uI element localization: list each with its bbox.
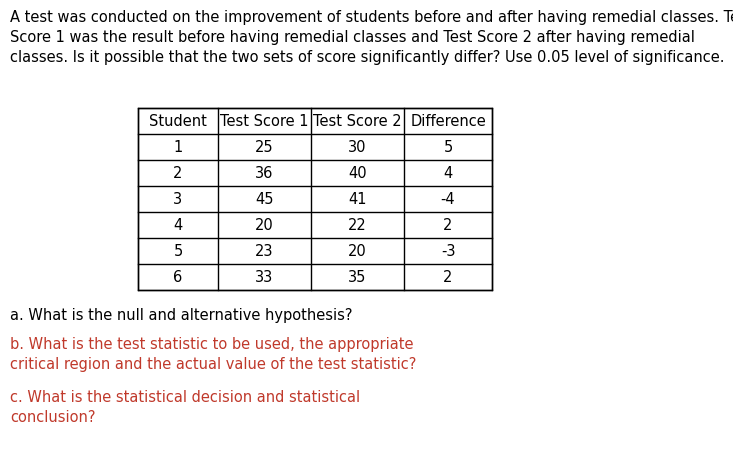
Text: 3: 3	[174, 192, 183, 207]
Text: 1: 1	[174, 140, 183, 154]
Text: 22: 22	[348, 217, 367, 233]
Text: Test Score 2: Test Score 2	[313, 113, 402, 129]
Text: 25: 25	[255, 140, 274, 154]
Text: c. What is the statistical decision and statistical
conclusion?: c. What is the statistical decision and …	[10, 390, 360, 425]
Text: 40: 40	[348, 166, 366, 180]
Text: 5: 5	[174, 243, 183, 258]
Text: 2: 2	[443, 217, 453, 233]
Text: Test Score 1: Test Score 1	[220, 113, 309, 129]
Text: a. What is the null and alternative hypothesis?: a. What is the null and alternative hypo…	[10, 308, 353, 323]
Text: 4: 4	[174, 217, 183, 233]
Text: 4: 4	[443, 166, 452, 180]
Text: b. What is the test statistic to be used, the appropriate
critical region and th: b. What is the test statistic to be used…	[10, 337, 416, 372]
Text: 6: 6	[174, 270, 183, 284]
Text: 35: 35	[348, 270, 366, 284]
Text: 30: 30	[348, 140, 366, 154]
Text: 45: 45	[255, 192, 273, 207]
Text: 2: 2	[173, 166, 183, 180]
Text: 33: 33	[255, 270, 273, 284]
Text: 20: 20	[348, 243, 367, 258]
Text: A test was conducted on the improvement of students before and after having reme: A test was conducted on the improvement …	[10, 10, 733, 65]
Bar	[138, 108, 492, 290]
Text: 41: 41	[348, 192, 366, 207]
Text: Student: Student	[149, 113, 207, 129]
Text: -3: -3	[441, 243, 455, 258]
Text: 2: 2	[443, 270, 453, 284]
Text: 5: 5	[443, 140, 452, 154]
Text: 23: 23	[255, 243, 273, 258]
Text: 20: 20	[255, 217, 274, 233]
Text: 36: 36	[255, 166, 273, 180]
Text: -4: -4	[441, 192, 455, 207]
Text: Difference: Difference	[410, 113, 486, 129]
